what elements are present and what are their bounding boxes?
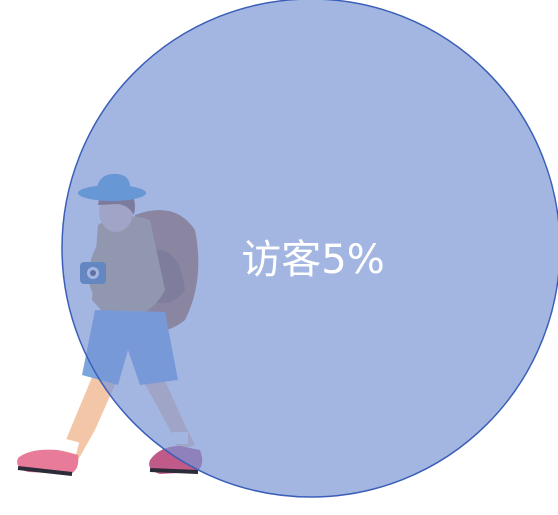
scene: 访客5% bbox=[0, 0, 558, 515]
circle-label: 访客5% bbox=[241, 237, 384, 283]
page: 访客5% (() => { const data = JSON.parse(do… bbox=[0, 0, 558, 515]
